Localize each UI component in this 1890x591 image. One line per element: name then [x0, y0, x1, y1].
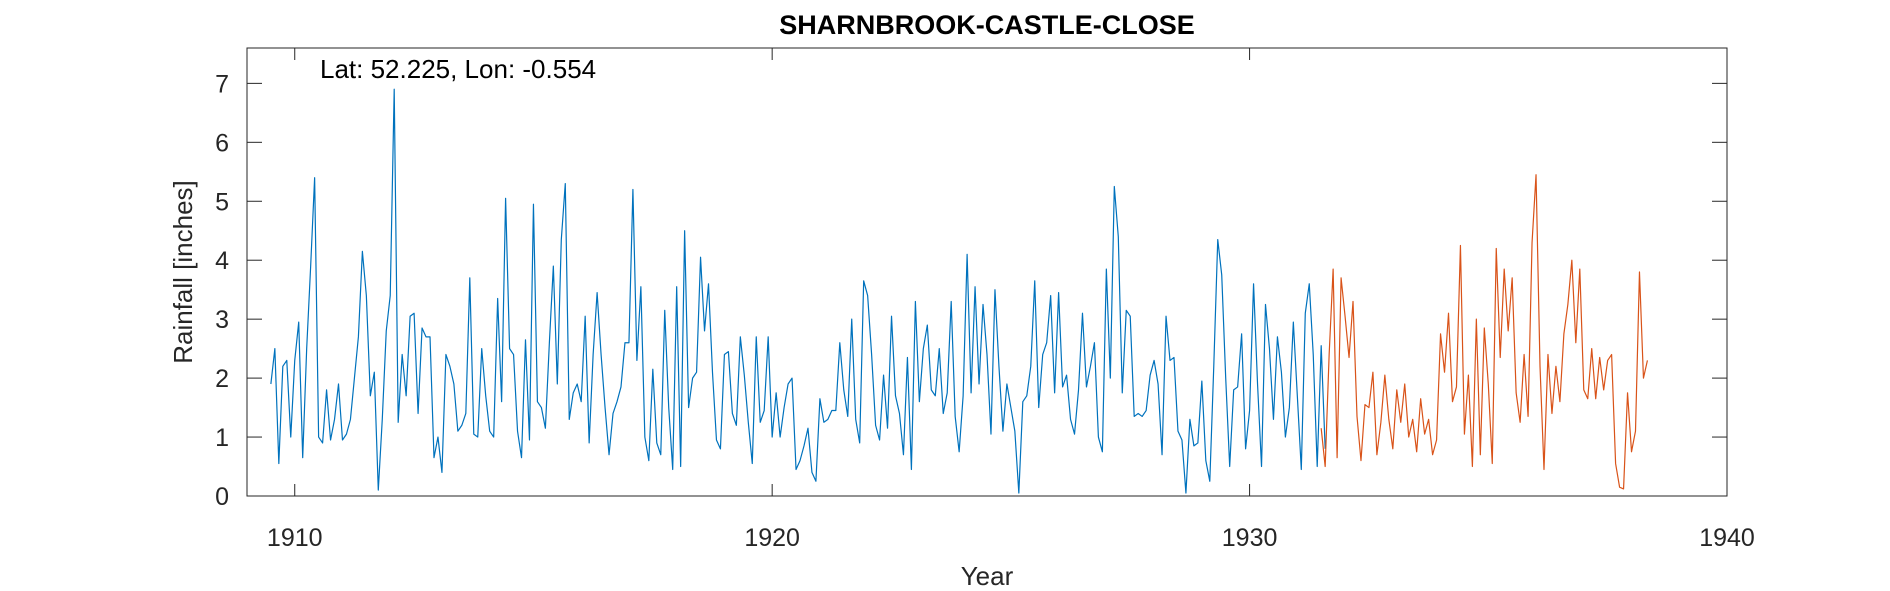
series-lines	[270, 88, 1649, 494]
x-tick-label: 1910	[267, 524, 323, 552]
y-tick-label: 1	[215, 424, 229, 452]
y-tick-label: 0	[215, 483, 229, 511]
chart-title: SHARNBROOK-CASTLE-CLOSE	[779, 10, 1195, 40]
y-tick-label: 7	[215, 70, 229, 98]
tick-marks	[247, 48, 1728, 497]
x-axis-label: Year	[961, 561, 1014, 591]
series-line-2	[1320, 174, 1649, 490]
x-tick-label: 1940	[1699, 524, 1755, 552]
y-tick-label: 5	[215, 188, 229, 216]
series-line-1	[270, 88, 1326, 494]
y-tick-label: 4	[215, 247, 229, 275]
x-tick-label: 1930	[1222, 524, 1278, 552]
y-tick-label: 3	[215, 306, 229, 334]
plot-area	[246, 47, 1728, 497]
tick-labels: 1910 1920 1930 1940 0 1 2 3 4 5 6 7	[215, 70, 1755, 552]
y-axis-label: Rainfall [inches]	[168, 180, 198, 364]
x-tick-label: 1920	[744, 524, 800, 552]
y-tick-label: 6	[215, 129, 229, 157]
y-tick-label: 2	[215, 365, 229, 393]
location-annotation: Lat: 52.225, Lon: -0.554	[320, 54, 596, 84]
